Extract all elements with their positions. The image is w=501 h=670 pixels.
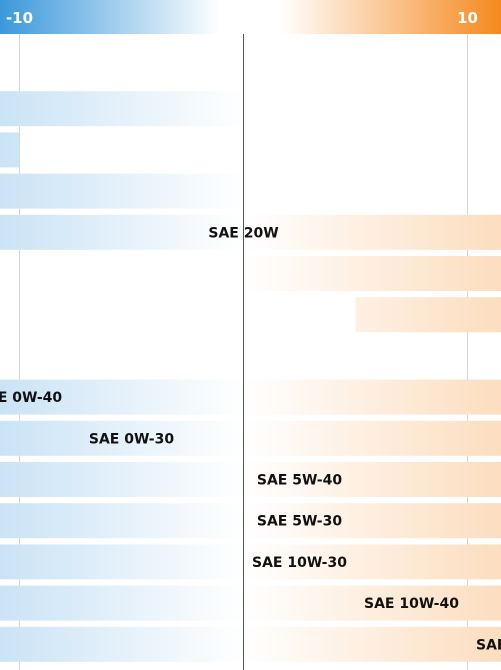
bar-label: SAE 10W-40 [364,596,459,612]
axis-tick-labels: –50-40-30-20-100°C1020304050 [6,9,478,27]
bar-sae-0w-30 [0,420,501,456]
bar-sae-0w-40 [0,379,501,415]
bar-sae-5w-30 [0,503,501,539]
tick-label: -10 [6,9,33,27]
bar-sae-10w [0,132,20,168]
tick-label: 0°C [229,9,258,27]
bar-sae-10w-30 [0,544,501,580]
bar-label: SAE 10W-30 [252,555,347,571]
bar-sae-5w-40 [0,462,501,497]
bar-sae-30 [243,256,501,291]
tick-label: 10 [457,9,478,27]
bar-sae-10w-40 [0,585,501,621]
bar-label: SAE 5W-40 [257,473,342,489]
bar-sae-15w [0,173,244,209]
axis-band [0,0,501,34]
bar-label: SAE 5W-30 [257,514,342,530]
bar-sae-40 [355,297,501,333]
viscosity-bars: SAE 0WSAE 5WSAE 10WSAE 15WSAE 20WSAE 30S… [0,91,501,662]
bar-label: SAE 15W-40 [476,637,501,653]
bar-sae-5w [0,91,244,127]
bar-label: SAE 0W-40 [0,390,62,406]
bar-label: SAE 0W-30 [89,431,174,447]
bar-sae-20w [0,214,501,250]
bar-sae-15w-40 [0,626,501,662]
